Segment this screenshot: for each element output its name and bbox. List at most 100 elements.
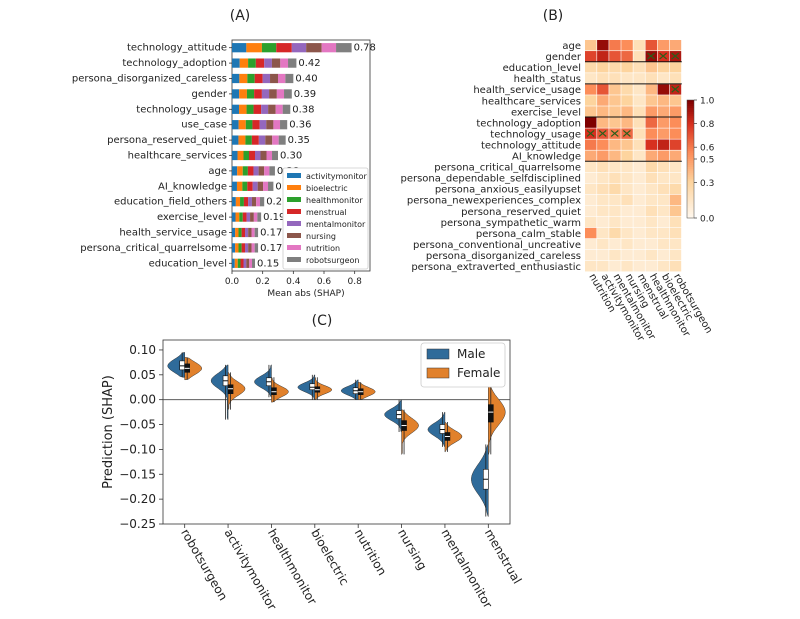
heatmap-cell [609, 51, 621, 62]
heatmap-cell [657, 161, 670, 172]
bar-segment-bioelectric [235, 197, 241, 207]
bar-segment-activitymonitor [232, 135, 239, 145]
heatmap-cell [585, 62, 597, 73]
heatmap-cell [597, 51, 609, 62]
heatmap-cell [645, 194, 657, 206]
bar-segment-mentalmonitor [253, 166, 259, 176]
x-tick-label: 0.2 [256, 277, 270, 287]
bar-segment-menstrual [247, 166, 254, 176]
legend-swatch-mentalmonitor [287, 221, 301, 226]
bar-segment-nutrition [251, 243, 255, 253]
bar-segment-nursing [258, 166, 265, 176]
x-axis-label: Mean abs (SHAP) [267, 289, 344, 299]
bar-segment-nutrition [272, 135, 279, 145]
colorbar-segment [687, 149, 694, 152]
legend-swatch-healthmonitor [287, 197, 301, 202]
heatmap-cell [597, 150, 609, 161]
x-tick-label: 0.8 [348, 277, 363, 287]
bar-label: AI_knowledge [158, 181, 227, 192]
heatmap-cell [633, 117, 645, 128]
heatmap-cell [645, 172, 657, 184]
colorbar-segment [687, 188, 694, 192]
heatmap-cell [609, 172, 621, 184]
colorbar-segment [687, 111, 694, 115]
heatmap-cross-marker [659, 52, 668, 60]
bar-segment-nursing [269, 89, 277, 99]
colorbar-segment [687, 212, 694, 215]
heatmap-cell [621, 150, 633, 161]
bar-total-label: 0.39 [294, 89, 316, 100]
y-tick-label: −0.20 [119, 492, 156, 506]
colorbar-segment [687, 198, 694, 201]
heatmap-cell [609, 106, 621, 117]
heatmap-cell [657, 117, 670, 128]
heatmap-cell [669, 117, 682, 128]
heatmap-cell [657, 205, 670, 217]
bar-segment-activitymonitor [232, 227, 236, 238]
heatmap-cell [669, 172, 682, 184]
colorbar-segment [687, 109, 694, 113]
heatmap-row-label: persona_conventional_uncreative [413, 240, 581, 251]
colorbar-segment [687, 101, 694, 105]
heatmap-row-label: technology_usage [490, 129, 581, 140]
heatmap-cell [597, 249, 609, 261]
colorbar-segment [687, 105, 694, 109]
colorbar-segment [687, 202, 694, 205]
heatmap-cell [669, 62, 682, 73]
bar-segment-nursing [306, 43, 322, 53]
heatmap-row-label: technology_adoption [476, 118, 581, 129]
legend-label-bioelectric: bioelectric [306, 184, 348, 193]
bar-total-label: 0.40 [295, 74, 317, 85]
bar-total-label: 0.19 [263, 212, 285, 223]
bar-segment-healthmonitor [237, 258, 241, 268]
heatmap-cell [597, 194, 609, 206]
heatmap-cross-marker [586, 129, 595, 137]
colorbar-segment [687, 192, 694, 195]
heatmap-cell [585, 172, 597, 184]
legend-box [282, 167, 369, 270]
bar-segment-nutrition [278, 73, 286, 84]
heatmap-row-label: education_level [503, 63, 581, 74]
bar-segment-robotsurgeon [336, 43, 352, 53]
bar-total-label: 0.30 [280, 151, 302, 162]
colorbar-segment [687, 178, 694, 182]
heatmap-cell [621, 95, 633, 106]
x-tick-label: 0.4 [286, 277, 301, 287]
bar-segment-healthmonitor [238, 243, 242, 253]
colorbar-segment [687, 208, 694, 211]
heatmap-row-label: persona_reserved_quiet [461, 207, 581, 218]
heatmap-cell [585, 238, 597, 250]
y-tick-label: −0.25 [119, 517, 156, 531]
heatmap-cell [621, 261, 633, 272]
bar-total-label: 0.35 [288, 135, 310, 146]
heatmap-cell [585, 205, 597, 217]
heatmap-cell [657, 238, 670, 250]
bar-label: technology_adoption [122, 58, 227, 69]
heatmap-cross-marker [671, 85, 680, 93]
bar-segment-nursing [248, 227, 252, 238]
colorbar-segment [687, 184, 694, 188]
bar-total-label: 0.17 [260, 243, 282, 254]
heatmap-cell [645, 84, 657, 95]
colorbar-segment [687, 133, 694, 136]
heatmap-cell [657, 95, 670, 106]
bar-segment-menstrual [254, 73, 263, 84]
bar-total-label: 0.78 [354, 43, 376, 54]
heatmap-cell [645, 238, 657, 250]
bar-segment-nutrition [264, 166, 270, 176]
heatmap-cell [657, 40, 670, 51]
heatmap-row-label: persona_disorganized_careless [426, 251, 581, 262]
bar-segment-menstrual [276, 43, 292, 53]
bar-segment-activitymonitor [232, 89, 240, 99]
bar-segment-robotsurgeon [284, 89, 292, 99]
heatmap-cell [657, 84, 670, 95]
bar-segment-healthmonitor [239, 212, 243, 222]
bar-segment-healthmonitor [242, 166, 248, 176]
colorbar-segment [687, 159, 694, 162]
female-violin [314, 377, 332, 400]
bar-segment-nutrition [276, 89, 285, 99]
bar-segment-nutrition [280, 58, 289, 68]
heatmap-cell [609, 261, 621, 272]
bar-segment-nursing [268, 104, 276, 114]
heatmap-cell [621, 84, 633, 95]
